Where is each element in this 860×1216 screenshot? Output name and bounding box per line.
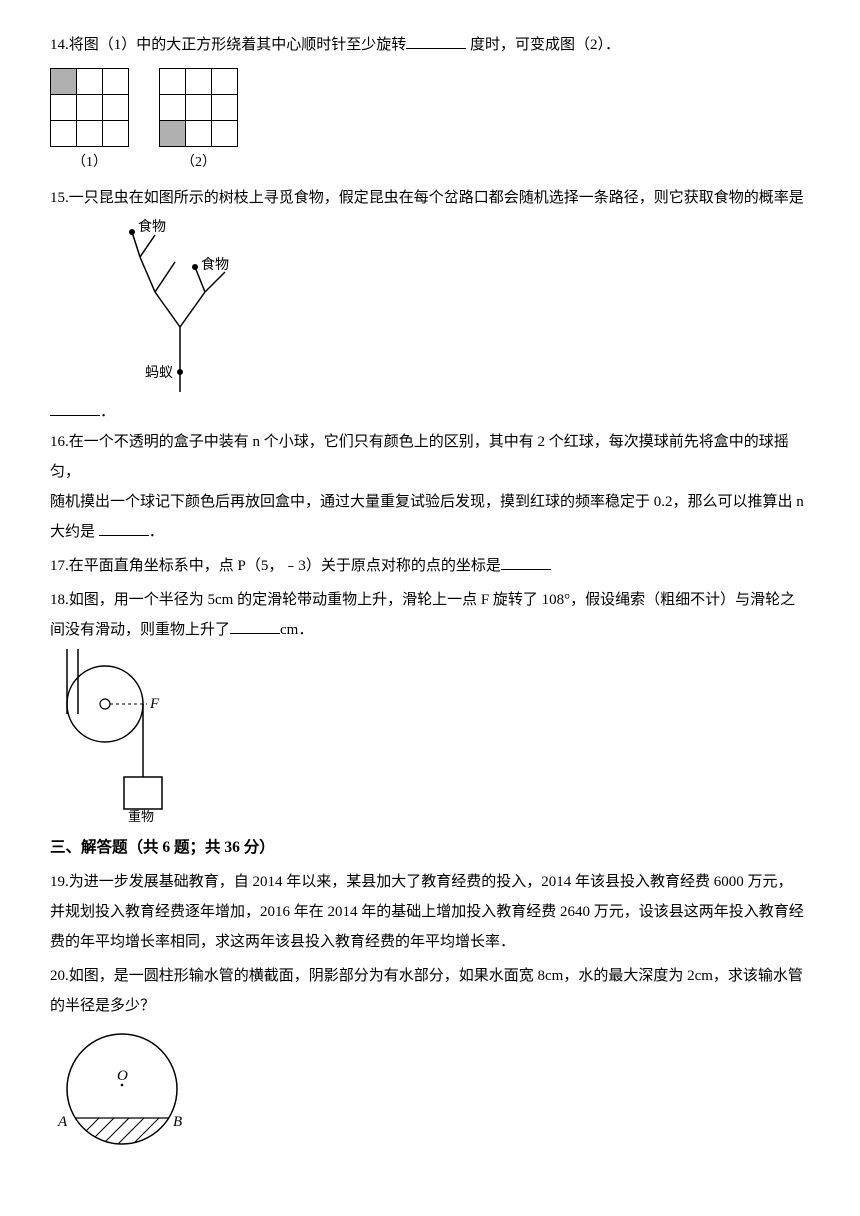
q16-line1: 16.在一个不透明的盒子中装有 n 个小球，它们只有颜色上的区别，其中有 2 个… (50, 427, 810, 487)
q14-grid-2: （2） (159, 68, 238, 177)
q18-figure: F 重物 (50, 649, 810, 824)
question-17: 17.在平面直角坐标系中，点 P（5，﹣3）关于原点对称的点的坐标是 (50, 551, 810, 581)
q14-figures: （1） （2） (50, 68, 810, 177)
q20-line2: 的半径是多少？ (50, 991, 810, 1021)
q14-caption-2: （2） (159, 149, 238, 177)
q14-text-b: 度时，可变成图（2）． (466, 37, 620, 53)
label-food-2: 食物 (201, 256, 229, 273)
q16-line2: 随机摸出一个球记下颜色后再放回盒中，通过大量重复试验后发现，摸到红球的频率稳定于… (50, 487, 810, 517)
q14-caption-1: （1） (50, 149, 129, 177)
q14-blank (406, 31, 466, 49)
q14-grid-1: （1） (50, 68, 129, 177)
q17-text-a: 17.在平面直角坐标系中，点 P（5，﹣3）关于原点对称的点的坐标是 (50, 558, 501, 574)
q18-line1: 18.如图，用一个半径为 5cm 的定滑轮带动重物上升，滑轮上一点 F 旋转了 … (50, 585, 810, 615)
q20-line1: 20.如图，是一圆柱形输水管的横截面，阴影部分为有水部分，如果水面宽 8cm，水… (50, 961, 810, 991)
q19-line3: 费的年平均增长率相同，求这两年该县投入教育经费的年平均增长率． (50, 927, 810, 957)
q15-blank (50, 398, 100, 416)
question-20: 20.如图，是一圆柱形输水管的横截面，阴影部分为有水部分，如果水面宽 8cm，水… (50, 961, 810, 1021)
q15-period: ． (100, 404, 115, 420)
label-ant: 蚂蚁 (145, 365, 173, 381)
q15-blank-row: ． (50, 397, 810, 427)
q19-line2: 并规划投入教育经费逐年增加，2016 年在 2014 年的基础上增加投入教育经费… (50, 897, 810, 927)
question-19: 19.为进一步发展基础教育，自 2014 年以来，某县加大了教育经费的投入，20… (50, 867, 810, 957)
q14-text-a: 14.将图（1）中的大正方形绕着其中心顺时针至少旋转 (50, 37, 406, 53)
q19-line1: 19.为进一步发展基础教育，自 2014 年以来，某县加大了教育经费的投入，20… (50, 867, 810, 897)
q16-line3b: ． (149, 524, 164, 540)
q18-blank (230, 616, 280, 634)
question-18: 18.如图，用一个半径为 5cm 的定滑轮带动重物上升，滑轮上一点 F 旋转了 … (50, 585, 810, 645)
q16-blank (99, 518, 149, 536)
question-15: 15.一只昆虫在如图所示的树枝上寻觅食物，假定昆虫在每个岔路口都会随机选择一条路… (50, 183, 810, 213)
q15-text: 15.一只昆虫在如图所示的树枝上寻觅食物，假定昆虫在每个岔路口都会随机选择一条路… (50, 190, 804, 206)
q18-line2b: cm． (280, 622, 313, 638)
question-16: 16.在一个不透明的盒子中装有 n 个小球，它们只有颜色上的区别，其中有 2 个… (50, 427, 810, 547)
label-weight: 重物 (128, 809, 154, 824)
label-f: F (149, 696, 160, 712)
question-14: 14.将图（1）中的大正方形绕着其中心顺时针至少旋转 度时，可变成图（2）． (50, 30, 810, 60)
q16-line3a: 大约是 (50, 524, 99, 540)
q15-figure: 食物 食物 蚂蚁 (90, 217, 810, 397)
label-o: O (117, 1068, 128, 1084)
q20-figure: O A B (50, 1027, 810, 1157)
q17-blank (501, 552, 551, 570)
label-food-1: 食物 (138, 218, 166, 235)
q18-line2a: 间没有滑动，则重物上升了 (50, 622, 230, 638)
label-b: B (173, 1114, 182, 1130)
section-3-title: 三、解答题（共 6 题；共 36 分） (50, 832, 810, 863)
label-a: A (57, 1114, 68, 1130)
